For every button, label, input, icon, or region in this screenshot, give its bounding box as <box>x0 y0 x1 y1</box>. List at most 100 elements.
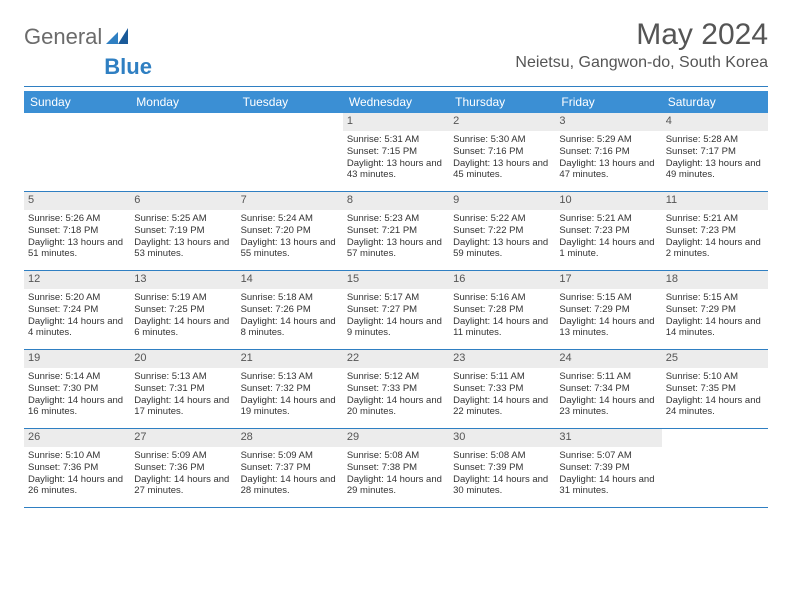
logo-shape-icon <box>106 24 128 50</box>
sunset-text: Sunset: 7:34 PM <box>559 383 657 395</box>
sunrise-text: Sunrise: 5:09 AM <box>241 450 339 462</box>
sunrise-text: Sunrise: 5:22 AM <box>453 213 551 225</box>
day-header-monday: Monday <box>130 91 236 113</box>
daylight-text: Daylight: 14 hours and 4 minutes. <box>28 316 126 340</box>
sunrise-text: Sunrise: 5:13 AM <box>134 371 232 383</box>
day-number: 30 <box>449 429 555 447</box>
day-cell-6: 6Sunrise: 5:25 AMSunset: 7:19 PMDaylight… <box>130 192 236 270</box>
daylight-text: Daylight: 13 hours and 59 minutes. <box>453 237 551 261</box>
sunrise-text: Sunrise: 5:08 AM <box>453 450 551 462</box>
day-number: 22 <box>343 350 449 368</box>
day-header-sunday: Sunday <box>24 91 130 113</box>
day-cell-27: 27Sunrise: 5:09 AMSunset: 7:36 PMDayligh… <box>130 429 236 507</box>
sunrise-text: Sunrise: 5:30 AM <box>453 134 551 146</box>
week-row: 12Sunrise: 5:20 AMSunset: 7:24 PMDayligh… <box>24 271 768 350</box>
day-number: 25 <box>662 350 768 368</box>
day-cell-20: 20Sunrise: 5:13 AMSunset: 7:31 PMDayligh… <box>130 350 236 428</box>
sunrise-text: Sunrise: 5:15 AM <box>559 292 657 304</box>
day-cell-19: 19Sunrise: 5:14 AMSunset: 7:30 PMDayligh… <box>24 350 130 428</box>
day-cell-14: 14Sunrise: 5:18 AMSunset: 7:26 PMDayligh… <box>237 271 343 349</box>
day-number: 28 <box>237 429 343 447</box>
sunrise-text: Sunrise: 5:15 AM <box>666 292 764 304</box>
sunset-text: Sunset: 7:22 PM <box>453 225 551 237</box>
day-header-thursday: Thursday <box>449 91 555 113</box>
day-number: 21 <box>237 350 343 368</box>
day-number: 20 <box>130 350 236 368</box>
day-number: 4 <box>662 113 768 131</box>
empty-cell <box>237 113 343 191</box>
week-row: 5Sunrise: 5:26 AMSunset: 7:18 PMDaylight… <box>24 192 768 271</box>
day-cell-11: 11Sunrise: 5:21 AMSunset: 7:23 PMDayligh… <box>662 192 768 270</box>
sunrise-text: Sunrise: 5:14 AM <box>28 371 126 383</box>
sunset-text: Sunset: 7:28 PM <box>453 304 551 316</box>
sunrise-text: Sunrise: 5:25 AM <box>134 213 232 225</box>
title-block: May 2024 Neietsu, Gangwon-do, South Kore… <box>515 18 768 72</box>
sunset-text: Sunset: 7:37 PM <box>241 462 339 474</box>
daylight-text: Daylight: 13 hours and 49 minutes. <box>666 158 764 182</box>
daylight-text: Daylight: 13 hours and 51 minutes. <box>28 237 126 261</box>
day-cell-2: 2Sunrise: 5:30 AMSunset: 7:16 PMDaylight… <box>449 113 555 191</box>
day-cell-9: 9 Sunrise: 5:22 AMSunset: 7:22 PMDaylight… <box>449 192 555 270</box>
sunset-text: Sunset: 7:31 PM <box>134 383 232 395</box>
day-header-row: SundayMondayTuesdayWednesdayThursdayFrid… <box>24 91 768 113</box>
daylight-text: Daylight: 13 hours and 53 minutes. <box>134 237 232 261</box>
day-cell-10: 10Sunrise: 5:21 AMSunset: 7:23 PMDayligh… <box>555 192 661 270</box>
sunset-text: Sunset: 7:29 PM <box>666 304 764 316</box>
location-text: Neietsu, Gangwon-do, South Korea <box>515 54 768 72</box>
sunset-text: Sunset: 7:23 PM <box>559 225 657 237</box>
day-cell-3: 3Sunrise: 5:29 AMSunset: 7:16 PMDaylight… <box>555 113 661 191</box>
day-number: 13 <box>130 271 236 289</box>
day-cell-17: 17Sunrise: 5:15 AMSunset: 7:29 PMDayligh… <box>555 271 661 349</box>
sunset-text: Sunset: 7:18 PM <box>28 225 126 237</box>
daylight-text: Daylight: 14 hours and 13 minutes. <box>559 316 657 340</box>
day-header-wednesday: Wednesday <box>343 91 449 113</box>
sunrise-text: Sunrise: 5:18 AM <box>241 292 339 304</box>
day-cell-28: 28Sunrise: 5:09 AMSunset: 7:37 PMDayligh… <box>237 429 343 507</box>
sunrise-text: Sunrise: 5:11 AM <box>453 371 551 383</box>
daylight-text: Daylight: 14 hours and 23 minutes. <box>559 395 657 419</box>
sunset-text: Sunset: 7:33 PM <box>347 383 445 395</box>
sunrise-text: Sunrise: 5:08 AM <box>347 450 445 462</box>
month-title: May 2024 <box>515 18 768 52</box>
sunrise-text: Sunrise: 5:17 AM <box>347 292 445 304</box>
logo: General <box>24 24 128 50</box>
day-number: 8 <box>343 192 449 210</box>
day-header-saturday: Saturday <box>662 91 768 113</box>
day-number: 19 <box>24 350 130 368</box>
sunrise-text: Sunrise: 5:20 AM <box>28 292 126 304</box>
day-cell-31: 31Sunrise: 5:07 AMSunset: 7:39 PMDayligh… <box>555 429 661 507</box>
day-cell-12: 12Sunrise: 5:20 AMSunset: 7:24 PMDayligh… <box>24 271 130 349</box>
empty-cell <box>662 429 768 507</box>
empty-cell <box>24 113 130 191</box>
daylight-text: Daylight: 14 hours and 22 minutes. <box>453 395 551 419</box>
day-cell-7: 7Sunrise: 5:24 AMSunset: 7:20 PMDaylight… <box>237 192 343 270</box>
sunset-text: Sunset: 7:29 PM <box>559 304 657 316</box>
sunrise-text: Sunrise: 5:12 AM <box>347 371 445 383</box>
sunrise-text: Sunrise: 5:21 AM <box>559 213 657 225</box>
sunrise-text: Sunrise: 5:11 AM <box>559 371 657 383</box>
day-cell-23: 23Sunrise: 5:11 AMSunset: 7:33 PMDayligh… <box>449 350 555 428</box>
sunset-text: Sunset: 7:24 PM <box>28 304 126 316</box>
day-number: 1 <box>343 113 449 131</box>
sunset-text: Sunset: 7:38 PM <box>347 462 445 474</box>
day-cell-15: 15Sunrise: 5:17 AMSunset: 7:27 PMDayligh… <box>343 271 449 349</box>
sunset-text: Sunset: 7:25 PM <box>134 304 232 316</box>
day-cell-22: 22Sunrise: 5:12 AMSunset: 7:33 PMDayligh… <box>343 350 449 428</box>
sunrise-text: Sunrise: 5:09 AM <box>134 450 232 462</box>
day-number: 14 <box>237 271 343 289</box>
day-header-friday: Friday <box>555 91 661 113</box>
day-number: 16 <box>449 271 555 289</box>
sunset-text: Sunset: 7:33 PM <box>453 383 551 395</box>
day-number: 9 <box>449 192 555 210</box>
logo-text-general: General <box>24 24 102 50</box>
sunrise-text: Sunrise: 5:21 AM <box>666 213 764 225</box>
day-number: 11 <box>662 192 768 210</box>
sunset-text: Sunset: 7:39 PM <box>453 462 551 474</box>
daylight-text: Daylight: 14 hours and 26 minutes. <box>28 474 126 498</box>
sunrise-text: Sunrise: 5:13 AM <box>241 371 339 383</box>
day-number: 2 <box>449 113 555 131</box>
day-number: 7 <box>237 192 343 210</box>
sunset-text: Sunset: 7:36 PM <box>28 462 126 474</box>
sunset-text: Sunset: 7:20 PM <box>241 225 339 237</box>
week-row: 1Sunrise: 5:31 AMSunset: 7:15 PMDaylight… <box>24 113 768 192</box>
